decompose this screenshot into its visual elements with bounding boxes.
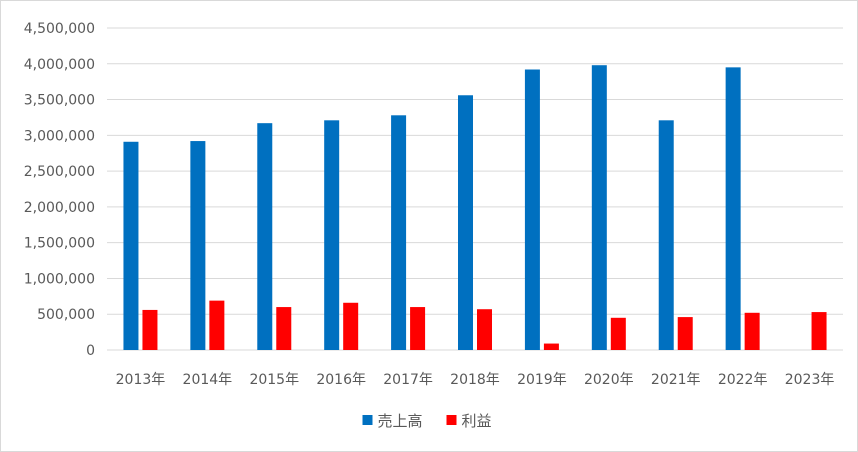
x-tick-label: 2023年 [785,372,835,388]
x-tick-label: 2017年 [383,372,433,388]
x-tick-label: 2019年 [517,372,567,388]
x-tick-label: 2014年 [183,372,233,388]
bar-profit [276,307,292,350]
legend-swatch [362,415,373,425]
bar-profit [209,300,225,350]
bar-sales [658,120,674,350]
bar-sales [458,95,473,350]
y-tick-label: 1,500,000 [24,236,95,252]
y-tick-label: 4,500,000 [24,21,95,37]
bar-profit [744,312,760,350]
y-tick-label: 3,000,000 [24,128,95,144]
bar-profit [811,312,827,350]
x-tick-label: 2013年 [116,372,166,388]
bar-sales [324,120,340,350]
y-tick-label: 2,000,000 [24,200,95,216]
y-tick-label: 2,500,000 [24,164,95,180]
legend-swatch [446,415,457,425]
x-tick-label: 2021年 [651,372,701,388]
x-tick-label: 2018年 [450,372,500,388]
bar-profit [543,343,559,350]
x-tick-label: 2020年 [584,372,634,388]
bar-profit [477,309,492,350]
x-tick-label: 2015年 [249,372,299,388]
bar-profit [343,302,359,350]
legend-label: 利益 [462,412,492,430]
bar-sales [591,65,607,350]
bar-sales [391,115,407,350]
bar-profit [142,309,158,350]
legend-label: 売上高 [378,412,423,430]
y-tick-label: 4,000,000 [24,57,95,73]
bar-sales [123,141,139,350]
bar-sales [257,123,273,351]
bar-profit [410,307,426,350]
bar-profit [677,317,693,350]
bar-sales [725,67,741,350]
y-tick-label: 0 [86,343,95,359]
y-tick-label: 500,000 [37,307,95,323]
x-tick-label: 2016年 [316,372,366,388]
x-tick-label: 2022年 [718,372,768,388]
bar-profit [610,317,626,350]
y-tick-label: 1,000,000 [24,271,95,287]
bar-sales [524,69,540,350]
bar-sales [190,141,206,350]
y-tick-label: 3,500,000 [24,93,95,109]
